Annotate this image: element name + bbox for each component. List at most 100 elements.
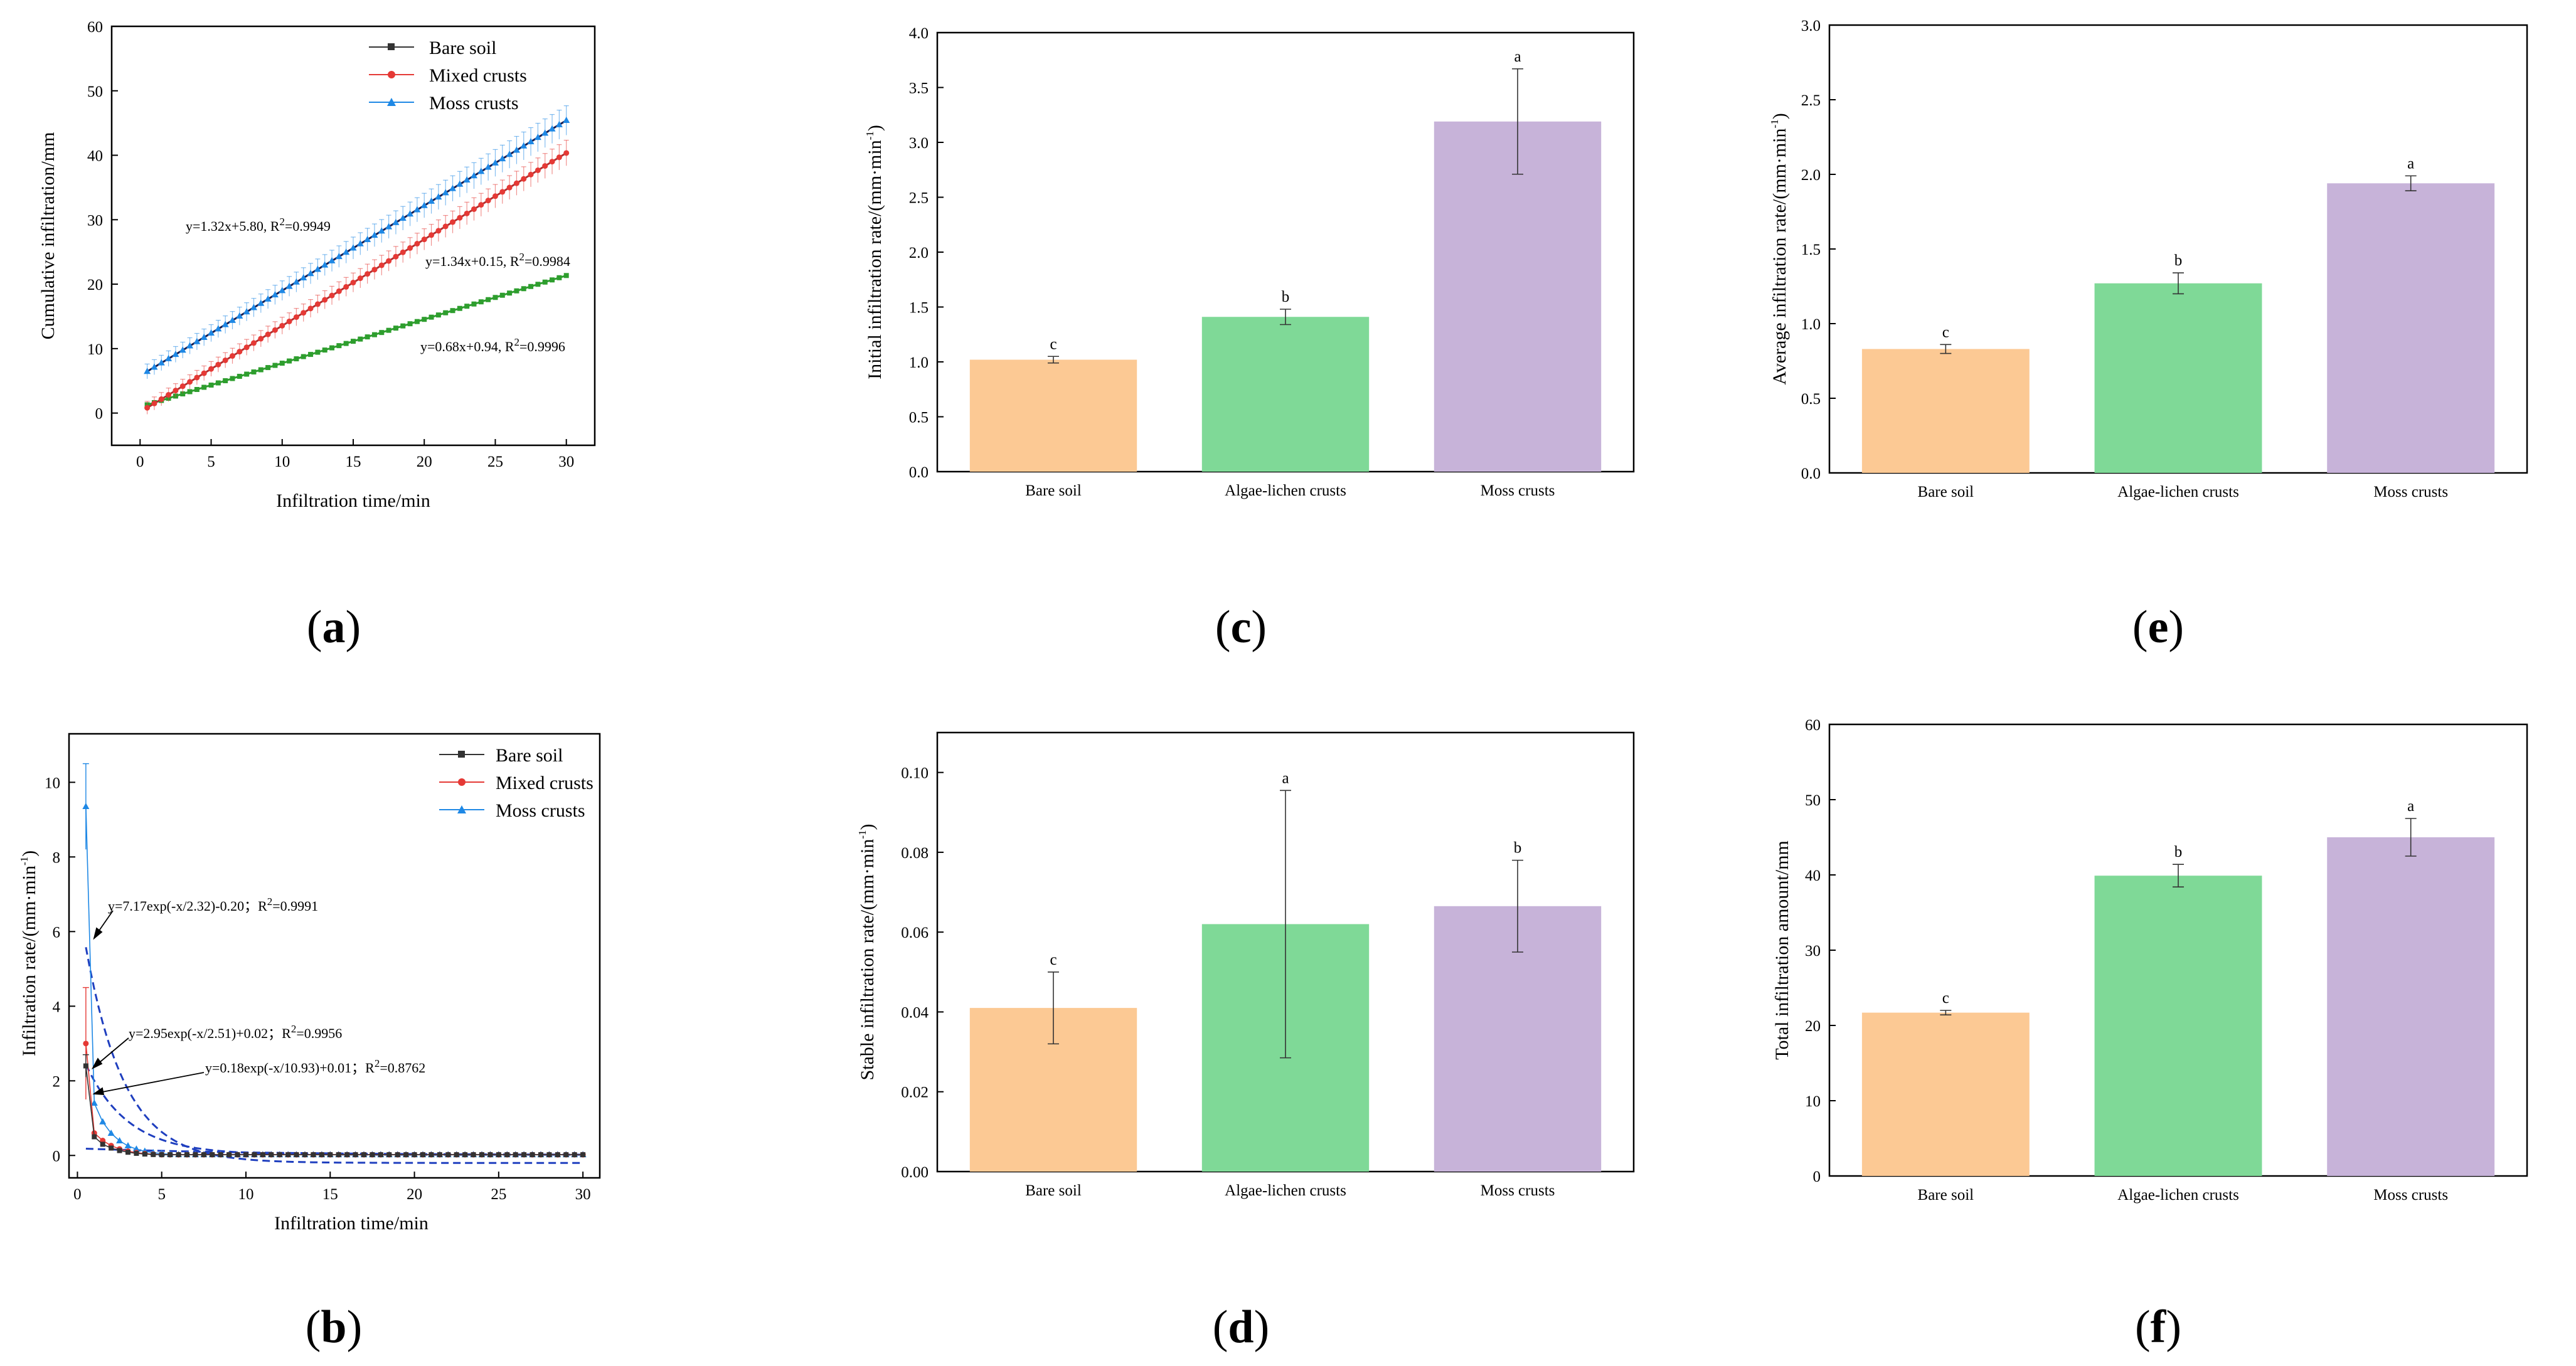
y-tick-label: 6 [53,924,61,941]
data-point [264,295,272,302]
data-point [294,1152,299,1158]
y-tick-label: 50 [1805,792,1821,809]
y-tick-label: 0 [53,1148,61,1165]
x-tick-label: Algae-lichen crusts [2117,484,2239,500]
data-point [443,310,449,315]
data-point [329,345,335,351]
data-point [471,172,477,179]
data-point [414,241,420,247]
data-point [279,322,285,329]
data-point [428,1152,434,1158]
data-point [407,245,413,251]
x-tick-label: 25 [487,453,503,470]
data-point [421,236,427,243]
data-point [244,371,250,377]
y-tick-label: 0.04 [901,1004,929,1021]
y-tick-label: 20 [87,277,103,294]
data-point [215,380,221,386]
chart-a-ylabel: Cumulative infiltration/mm [38,132,58,340]
y-tick-label: 30 [1805,943,1821,960]
data-point [422,317,427,322]
data-point [499,189,506,195]
data-point [269,1152,274,1158]
chart-b-xlabel: Infiltration time/min [274,1213,428,1234]
data-point [99,1118,107,1125]
data-point [349,244,357,251]
data-point [351,339,356,344]
data-point [237,349,243,355]
bar [2327,837,2495,1176]
x-tick-label: 10 [238,1186,254,1203]
data-point [308,352,314,357]
data-point [243,308,250,315]
data-point [302,1152,307,1158]
y-tick-label: 40 [87,148,103,165]
data-point [378,262,385,268]
data-point [223,378,228,384]
data-point [365,334,370,340]
data-point [548,125,556,132]
x-tick-label: Algae-lichen crusts [1225,1182,1346,1199]
data-point [250,304,257,310]
data-point [315,349,321,355]
x-tick-label: 15 [322,1186,338,1203]
data-point [499,155,506,162]
data-point [236,312,243,319]
data-point [506,151,513,157]
chart-b-equation-mixed: y=2.95exp(-x/2.51)+0.02；R2=0.9956 [129,1023,342,1041]
data-point [265,331,271,337]
data-point [563,273,569,278]
data-point [414,319,420,324]
data-point [478,299,484,305]
chart-e-average-infiltration-rate: 0.0 0.5 1.0 1.5 2.0 2.5 3.0 Bare soil c Algae-lic… [1769,18,2528,500]
data-point [521,1152,527,1158]
x-tick-label: Algae-lichen crusts [1225,482,1346,499]
y-tick-label: 2 [53,1073,61,1090]
x-tick-label: Moss crusts [2373,1187,2448,1204]
legend-item-mixed-crusts: Mixed crusts [429,65,527,86]
data-point [343,248,350,255]
data-point [83,1063,88,1069]
panel-label-a: (a) [307,601,361,653]
chart-c-ylabel: Initial infiltration rate/(mm·min-1) [864,125,885,379]
data-point [151,363,158,370]
chart-d-ylabel: Stable infiltration rate/(mm·min-1) [856,823,878,1080]
y-tick-label: 8 [53,849,61,866]
data-point [151,400,157,406]
significance-letter: a [1282,770,1289,786]
bar [1434,121,1602,472]
data-point [393,253,399,260]
chart-b-equation-arrows [91,910,205,1095]
y-tick-label: 3.5 [909,80,929,97]
data-point [314,265,321,272]
data-point [353,1152,358,1158]
data-point [496,1152,501,1158]
chart-b-equation-moss: y=7.17exp(-x/2.32)-0.20；R2=0.9991 [108,896,318,914]
x-tick-label: 30 [575,1186,591,1203]
y-tick-label: 0.0 [909,464,929,481]
data-point [293,314,299,320]
data-point [492,295,498,300]
x-tick-label: Bare soil [1025,482,1082,499]
bar [2094,283,2262,473]
data-point [184,1152,189,1158]
data-point [478,202,484,208]
data-point [134,1150,139,1156]
data-point [395,1152,400,1158]
data-point [528,171,534,177]
data-point [222,357,228,363]
data-point [286,318,292,324]
data-point [336,1152,341,1158]
data-point [287,358,292,364]
data-point [187,379,193,385]
data-point [535,282,541,287]
data-point [487,1152,493,1158]
significance-letter: c [1050,336,1056,352]
y-tick-label: 0 [1813,1168,1821,1185]
y-tick-label: 0.00 [901,1164,929,1181]
significance-letter: b [2174,844,2183,860]
data-point [294,356,299,362]
data-point [464,304,470,309]
series-line [85,1066,583,1155]
data-point [528,283,534,289]
